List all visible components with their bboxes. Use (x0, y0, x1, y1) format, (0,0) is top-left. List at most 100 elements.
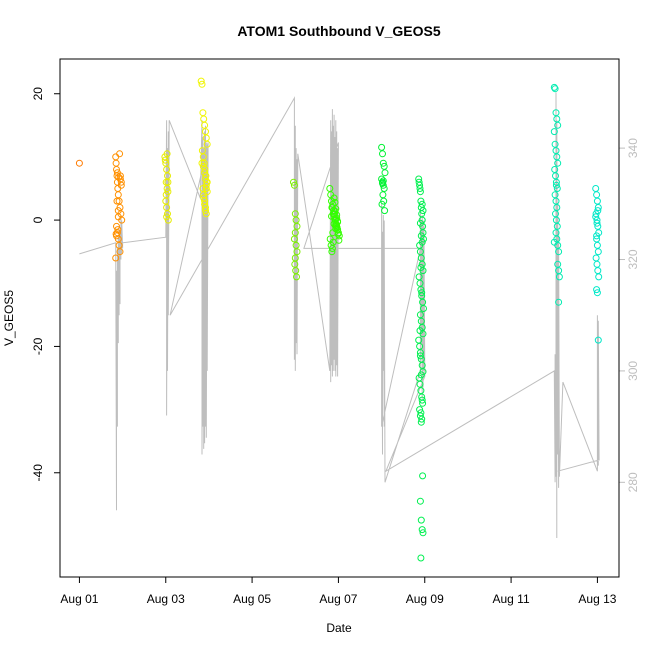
data-point (293, 222, 301, 230)
data-point (593, 286, 601, 294)
data-point (553, 204, 561, 211)
x-tick-label: Aug 01 (60, 592, 98, 606)
data-point (381, 207, 389, 215)
data-point (418, 238, 426, 246)
data-point (416, 352, 424, 360)
data-point (381, 169, 389, 177)
chart-title: ATOM1 Southbound V_GEOS5 (237, 23, 440, 39)
data-point (202, 210, 210, 218)
data-point (554, 121, 562, 129)
data-point (202, 181, 210, 189)
data-point (592, 213, 600, 221)
data-point (417, 418, 425, 426)
data-point (416, 349, 424, 357)
data-point (198, 80, 206, 88)
data-point (415, 273, 423, 281)
y2-tick-label: 340 (626, 138, 640, 158)
data-point (116, 248, 124, 256)
data-point (116, 150, 124, 158)
data-point (418, 396, 426, 404)
data-point (113, 197, 121, 205)
data-point (550, 238, 558, 246)
data-point (550, 83, 558, 91)
data-point (419, 207, 427, 215)
altitude-trace-line (79, 92, 600, 539)
data-point (593, 289, 601, 297)
data-point (198, 159, 206, 167)
axes-layer: Aug 01 Aug 03 Aug 05 Aug 07 Aug 09 Aug 11 Aug … (31, 87, 640, 606)
scatter-points-layer (75, 77, 603, 562)
data-point (161, 156, 169, 164)
y-axis-label: V_GEOS5 (2, 290, 16, 346)
data-point (555, 298, 563, 306)
y-tick-label: 0 (31, 216, 45, 223)
x-axis-label: Date (326, 621, 352, 635)
y-tick-label: -40 (31, 464, 45, 482)
data-point (416, 327, 424, 335)
data-point (416, 188, 424, 196)
plot-frame (59, 58, 620, 578)
data-point (330, 194, 338, 202)
data-point (594, 336, 602, 344)
data-point (163, 213, 171, 221)
altitude-trace-layer (79, 92, 600, 539)
data-point (419, 472, 427, 480)
data-point (419, 399, 427, 407)
data-point (420, 305, 427, 312)
x-tick-label: Aug 13 (578, 592, 616, 606)
data-point (330, 220, 338, 228)
data-point (203, 178, 211, 186)
data-point (553, 222, 561, 230)
data-point (594, 248, 602, 256)
y2-tick-label: 280 (626, 472, 640, 492)
data-point (329, 238, 337, 246)
data-point (379, 179, 386, 187)
data-point (378, 200, 386, 208)
data-point (593, 219, 601, 227)
data-point (290, 178, 297, 186)
data-point (117, 181, 125, 189)
data-point (378, 175, 386, 183)
data-point (290, 181, 298, 189)
y-tick-label: 20 (31, 87, 45, 101)
data-point (593, 197, 601, 205)
data-point (293, 248, 301, 256)
data-point (330, 210, 338, 218)
data-point (594, 204, 602, 211)
x-tick-label: Aug 07 (319, 592, 357, 606)
data-point (114, 207, 122, 215)
data-point (328, 248, 336, 256)
data-point (293, 273, 300, 281)
x-tick-label: Aug 11 (493, 592, 530, 606)
data-point (555, 273, 563, 281)
data-point (112, 230, 120, 238)
data-point (417, 371, 425, 379)
data-point (417, 554, 425, 562)
y2-tick-label: 320 (626, 249, 640, 269)
data-point (418, 526, 426, 534)
data-point (335, 232, 343, 240)
data-point (553, 185, 561, 192)
data-point (552, 181, 560, 189)
data-point (75, 159, 83, 167)
data-point (551, 85, 559, 93)
data-point (554, 159, 562, 167)
x-tick-label: Aug 03 (147, 592, 185, 606)
data-point (331, 222, 339, 230)
data-point (115, 197, 123, 205)
data-point (328, 204, 336, 211)
data-point (379, 150, 386, 158)
data-point (379, 159, 387, 167)
data-point (378, 143, 386, 151)
data-point (114, 226, 122, 234)
data-point (117, 178, 125, 186)
data-point (163, 166, 171, 173)
data-point (112, 254, 120, 262)
data-point (203, 188, 211, 196)
x-tick-label: Aug 09 (406, 592, 444, 606)
data-point (555, 248, 563, 256)
data-point (417, 516, 425, 524)
data-point (416, 311, 424, 319)
data-point (594, 207, 602, 215)
data-point (329, 229, 337, 237)
